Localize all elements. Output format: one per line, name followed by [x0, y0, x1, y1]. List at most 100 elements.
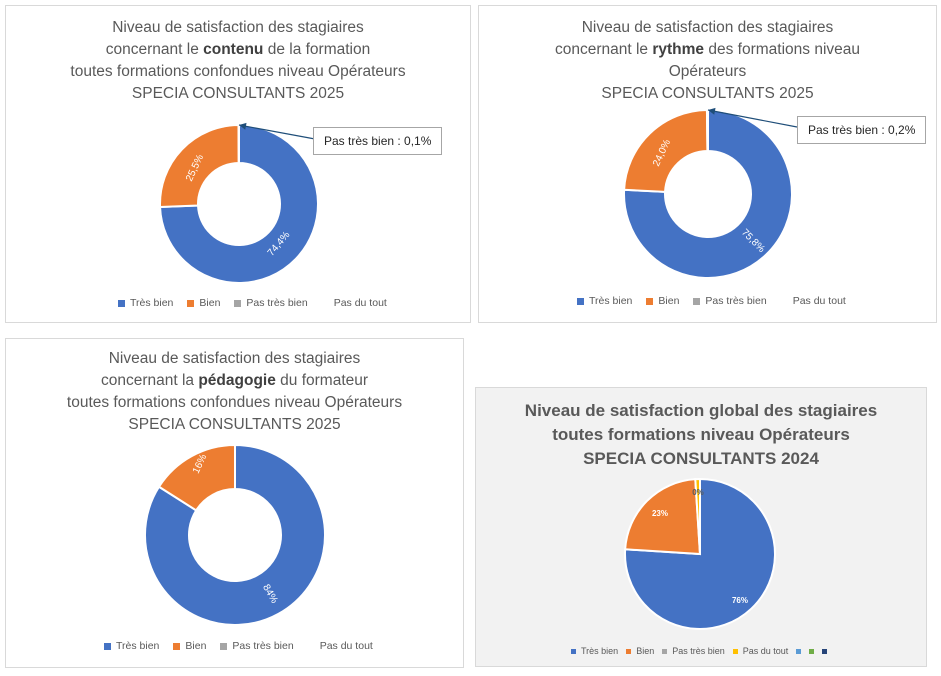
legend-label: Très bien — [130, 297, 174, 309]
legend-swatch — [173, 642, 181, 650]
callout-leader-line — [238, 124, 316, 140]
legend-item: Très bien — [577, 295, 632, 307]
legend-swatch — [322, 300, 329, 307]
title-line: SPECIA CONSULTANTS 2024 — [583, 449, 819, 468]
chart-legend: Très bien Bien Pas très bien Pas du tout — [577, 295, 846, 307]
legend-swatch — [796, 648, 802, 654]
title-line: toutes formations confondues niveau Opér… — [66, 394, 403, 411]
chart-panel-rythme: Niveau de satisfaction des stagiaires con… — [478, 5, 937, 323]
legend-label: Pas très bien — [705, 295, 767, 307]
legend-label: Bien — [658, 295, 680, 307]
title-line: Niveau de satisfaction des stagiaires — [112, 19, 364, 36]
donut-chart: 84%16% — [144, 443, 326, 626]
legend-swatch — [662, 648, 668, 654]
slice-bien — [157, 443, 236, 512]
callout-arrowhead — [708, 107, 716, 115]
legend-label: Pas très bien — [232, 640, 294, 652]
chart-legend: Très bien Bien Pas très bien Pas du tout — [571, 646, 828, 656]
legend-swatch — [809, 648, 815, 654]
legend-item: Pas très bien — [234, 297, 308, 309]
title-line: toutes formations niveau Opérateurs — [552, 425, 850, 444]
legend-item: Bien — [173, 640, 206, 652]
data-label: 23% — [652, 509, 668, 518]
title-line: SPECIA CONSULTANTS 2025 — [131, 85, 345, 102]
legend-swatch — [626, 648, 632, 654]
legend-item: Pas du tout — [732, 646, 789, 656]
legend-label: Pas très bien — [246, 297, 308, 309]
callout-label: Pas très bien : 0,1% — [313, 127, 443, 155]
legend-item: Très bien — [571, 646, 618, 656]
slice-très-bien — [144, 443, 326, 626]
slice-bien — [159, 123, 240, 209]
legend-item: Bien — [187, 297, 220, 309]
legend-swatch — [577, 297, 584, 305]
legend-item: Bien — [646, 295, 679, 307]
legend-label: Pas du tout — [742, 646, 789, 656]
title-line: concernant la pédagogie du formateur — [100, 372, 369, 389]
title-line: concernant le rythme des formations nive… — [554, 41, 860, 58]
legend-swatch — [118, 299, 125, 307]
legend-item — [809, 646, 815, 656]
legend-label: Très bien — [589, 295, 633, 307]
legend-label: Pas du tout — [319, 640, 373, 652]
slice-bien — [623, 108, 709, 193]
legend-swatch — [187, 299, 195, 307]
pie-chart: 76% 23% 0% — [624, 477, 776, 630]
legend-item: Pas du tout — [322, 297, 387, 309]
legend-label: Très bien — [581, 646, 619, 656]
legend-label: Bien — [185, 640, 207, 652]
title-emphasis: contenu — [203, 41, 264, 58]
chart-legend: Très bien Bien Pas très bien Pas du tout — [104, 640, 373, 652]
legend-label: Pas du tout — [333, 297, 387, 309]
legend-item — [796, 646, 802, 656]
legend-swatch — [781, 298, 788, 305]
slice-bien — [624, 478, 702, 556]
title-line: Niveau de satisfaction des stagiaires — [581, 19, 834, 36]
title-emphasis: rythme — [652, 41, 705, 58]
legend-swatch — [308, 643, 315, 650]
slice-pas-très-bien — [705, 108, 709, 153]
donut-chart: 74,4%25,5% — [159, 122, 319, 284]
chart-panel-pedagogie: Niveau de satisfaction des stagiaires con… — [5, 338, 464, 668]
title-line: SPECIA CONSULTANTS 2025 — [128, 416, 341, 433]
slice-très-bien — [159, 123, 319, 284]
title-line: Niveau de satisfaction des stagiaires — [108, 350, 361, 367]
data-label: 0% — [692, 488, 704, 497]
title-emphasis: pédagogie — [198, 372, 276, 389]
chart-title: Niveau de satisfaction des stagiaires con… — [479, 17, 936, 105]
slice-pas-du-tout — [694, 477, 701, 555]
callout-leader-line — [707, 109, 798, 128]
legend-item: Pas très bien — [693, 295, 767, 307]
legend-swatch — [220, 642, 228, 650]
legend-item: Pas du tout — [781, 295, 846, 307]
chart-panel-global-2024: Niveau de satisfaction global des stagia… — [475, 387, 927, 667]
legend-swatch — [732, 648, 738, 654]
title-line: Niveau de satisfaction global des stagia… — [524, 401, 878, 420]
data-label: 76% — [732, 596, 748, 605]
callout-label: Pas très bien : 0,2% — [797, 116, 927, 144]
legend-label: Bien — [199, 297, 221, 309]
slice-très-bien — [624, 477, 776, 630]
legend-item: Bien — [626, 646, 654, 656]
title-line: concernant le contenu de la formation — [105, 41, 371, 58]
legend-item: Pas très bien — [662, 646, 725, 656]
title-line: toutes formations confondues niveau Opér… — [70, 63, 406, 80]
chart-title: Niveau de satisfaction global des stagia… — [476, 399, 926, 471]
chart-title: Niveau de satisfaction des stagiaires con… — [6, 17, 470, 105]
slice-très-bien — [623, 108, 793, 279]
legend-item: Pas très bien — [220, 640, 294, 652]
legend-swatch — [234, 299, 242, 307]
legend-swatch — [822, 648, 828, 654]
chart-legend: Très bien Bien Pas très bien Pas du tout — [118, 297, 387, 309]
legend-swatch — [104, 642, 111, 650]
chart-panel-contenu: Niveau de satisfaction des stagiaires con… — [5, 5, 471, 323]
legend-item: Très bien — [104, 640, 159, 652]
callout-arrowhead — [239, 122, 247, 130]
legend-item: Pas du tout — [308, 640, 373, 652]
title-line: Opérateurs — [668, 63, 747, 80]
legend-item — [822, 646, 828, 656]
legend-swatch — [693, 297, 701, 305]
legend-label: Bien — [636, 646, 655, 656]
legend-item: Très bien — [118, 297, 173, 309]
chart-title: Niveau de satisfaction des stagiaires con… — [6, 348, 463, 436]
